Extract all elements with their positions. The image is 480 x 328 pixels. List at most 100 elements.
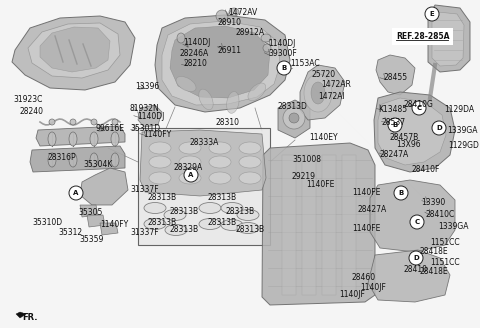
Ellipse shape — [90, 153, 98, 167]
Text: 1129DA: 1129DA — [444, 105, 474, 114]
Polygon shape — [370, 180, 455, 252]
Circle shape — [69, 186, 83, 200]
Ellipse shape — [263, 44, 271, 52]
Ellipse shape — [304, 74, 332, 112]
Ellipse shape — [239, 156, 261, 168]
Ellipse shape — [149, 142, 171, 154]
Polygon shape — [87, 215, 105, 227]
Text: 1140DJ: 1140DJ — [137, 112, 164, 121]
Text: D: D — [413, 255, 419, 261]
Text: 28313B: 28313B — [235, 225, 264, 234]
Text: 31337F: 31337F — [130, 228, 158, 237]
Text: 351008: 351008 — [292, 155, 321, 164]
Ellipse shape — [229, 8, 239, 16]
Text: 28910: 28910 — [218, 18, 242, 27]
Circle shape — [277, 61, 291, 75]
Text: 28240: 28240 — [19, 107, 43, 116]
Text: 29219: 29219 — [291, 172, 315, 181]
Text: 1140EY: 1140EY — [309, 133, 337, 142]
Circle shape — [184, 168, 198, 182]
Bar — [138, 128, 270, 245]
Text: 28457B: 28457B — [390, 133, 419, 142]
Ellipse shape — [209, 172, 231, 184]
Ellipse shape — [70, 119, 76, 125]
Text: K13485: K13485 — [378, 105, 407, 114]
Text: 28418E: 28418E — [420, 267, 449, 276]
Bar — [342, 155, 356, 295]
Text: 1140FE: 1140FE — [352, 188, 380, 197]
Polygon shape — [376, 55, 415, 95]
Text: 28313B: 28313B — [148, 218, 177, 227]
Text: 1140JF: 1140JF — [360, 283, 386, 292]
Text: 1140FE: 1140FE — [352, 224, 380, 233]
Circle shape — [388, 118, 402, 132]
Bar — [322, 155, 336, 295]
Text: 28329A: 28329A — [174, 163, 203, 172]
Text: 28333A: 28333A — [190, 138, 219, 147]
Polygon shape — [36, 126, 125, 146]
Polygon shape — [28, 23, 120, 78]
Text: 28310: 28310 — [216, 118, 240, 127]
Text: 13X96: 13X96 — [396, 140, 420, 149]
Circle shape — [409, 251, 423, 265]
Text: 1472AR: 1472AR — [321, 80, 351, 89]
Ellipse shape — [289, 113, 299, 123]
Text: 1140DJ: 1140DJ — [183, 38, 210, 47]
Polygon shape — [30, 146, 125, 172]
Text: B: B — [392, 122, 397, 128]
Text: 28313B: 28313B — [208, 218, 237, 227]
Text: 28410: 28410 — [404, 265, 428, 274]
Circle shape — [410, 215, 424, 229]
Text: FR.: FR. — [22, 313, 37, 322]
Text: 28247A: 28247A — [380, 150, 409, 159]
Text: 81932N: 81932N — [129, 104, 159, 113]
Ellipse shape — [90, 132, 98, 146]
Text: B: B — [281, 65, 287, 71]
Ellipse shape — [69, 153, 77, 167]
Ellipse shape — [237, 222, 259, 234]
Text: 13396: 13396 — [135, 82, 159, 91]
Text: A: A — [73, 190, 79, 196]
Text: 28210: 28210 — [183, 59, 207, 68]
Ellipse shape — [248, 83, 265, 101]
Circle shape — [412, 101, 426, 115]
Ellipse shape — [209, 142, 231, 154]
Ellipse shape — [239, 172, 261, 184]
Text: 28460: 28460 — [352, 273, 376, 282]
Text: 28418E: 28418E — [420, 247, 449, 256]
Polygon shape — [140, 130, 266, 196]
Text: 1472AI: 1472AI — [318, 92, 345, 101]
Text: 28313B: 28313B — [208, 193, 237, 202]
Ellipse shape — [199, 202, 221, 214]
Text: 13390: 13390 — [421, 198, 445, 207]
Text: 35304K: 35304K — [83, 160, 112, 169]
Polygon shape — [12, 16, 135, 90]
Text: 35305: 35305 — [78, 208, 102, 217]
Polygon shape — [378, 98, 446, 165]
Polygon shape — [432, 12, 464, 66]
Ellipse shape — [177, 33, 185, 43]
Text: 28455: 28455 — [384, 73, 408, 82]
Ellipse shape — [165, 224, 187, 236]
Polygon shape — [300, 65, 345, 120]
Text: 1129GD: 1129GD — [448, 141, 479, 150]
Bar — [302, 155, 316, 295]
Text: 1140DJ: 1140DJ — [268, 39, 295, 48]
Text: 28410C: 28410C — [426, 210, 455, 219]
Polygon shape — [16, 312, 26, 318]
Ellipse shape — [221, 202, 243, 214]
Text: 28313B: 28313B — [148, 193, 177, 202]
Polygon shape — [40, 27, 110, 72]
Ellipse shape — [311, 82, 325, 104]
Ellipse shape — [221, 219, 243, 231]
Text: A: A — [188, 172, 194, 178]
Ellipse shape — [111, 153, 119, 167]
Text: B: B — [398, 190, 404, 196]
Text: 35301D: 35301D — [130, 124, 160, 133]
Text: 1339GA: 1339GA — [438, 222, 468, 231]
Text: C: C — [417, 105, 421, 111]
Text: 28313D: 28313D — [278, 102, 308, 111]
Text: 1140JF: 1140JF — [339, 290, 365, 299]
Ellipse shape — [164, 210, 186, 220]
Text: 35312: 35312 — [58, 228, 82, 237]
